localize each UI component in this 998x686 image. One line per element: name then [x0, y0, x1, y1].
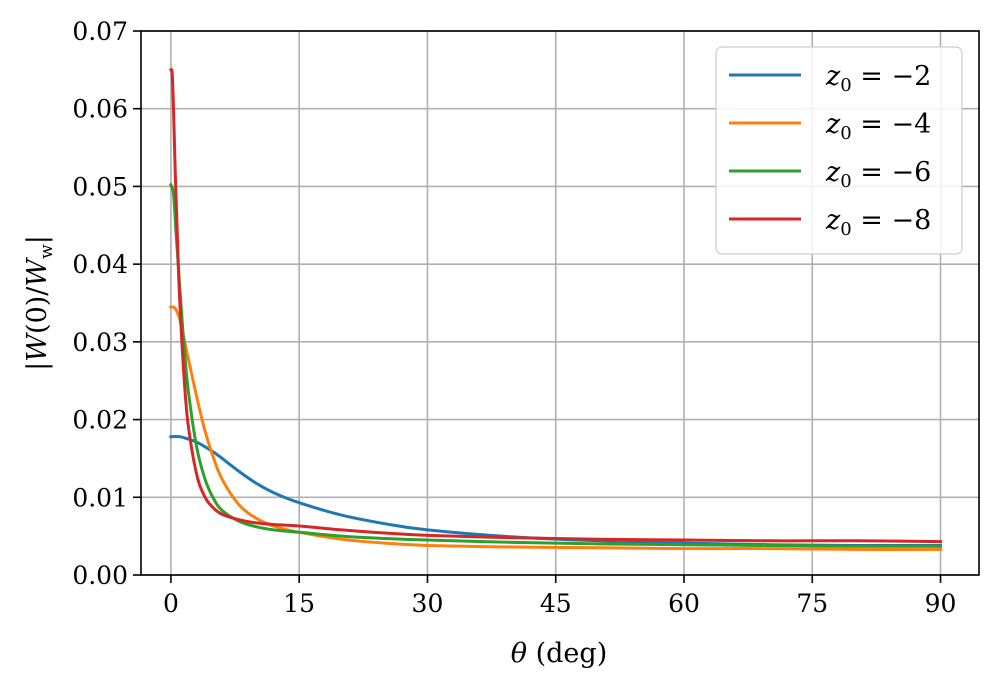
plot-frame [140, 30, 980, 576]
x-tick-label: 60 [668, 589, 700, 618]
series-line-4 [169, 68, 943, 544]
legend-label-4: z0 = −8 [825, 205, 931, 240]
legend-label-2: z0 = −4 [825, 109, 931, 144]
x-tick-label: 75 [796, 589, 828, 618]
series-line-2 [169, 305, 943, 551]
x-tick-label: 45 [540, 589, 572, 618]
y-tick-label: 0.01 [72, 483, 128, 512]
y-tick-label: 0.07 [72, 17, 128, 46]
legend-entries: z0 = −2 z0 = −4 z0 = −6 z0 = −8 [729, 61, 931, 240]
x-tick-label: 15 [283, 589, 315, 618]
y-axis-label: |W(0)/Ww| [22, 235, 57, 371]
series-line-3 [169, 183, 943, 548]
y-tick-label: 0.06 [72, 95, 128, 124]
legend-label-1: z0 = −2 [825, 61, 931, 96]
x-tick-label: 30 [412, 589, 444, 618]
series-lines [169, 68, 943, 551]
legend-label-3: z0 = −6 [825, 157, 931, 192]
y-axis-ticks: 0.00 0.01 0.02 0.03 0.04 0.05 0.06 0.07 [72, 17, 141, 590]
x-tick-label: 0 [163, 589, 179, 618]
legend: z0 = −2 z0 = −4 z0 = −6 z0 = −8 [715, 46, 963, 255]
x-axis-ticks: 0 15 30 45 60 75 90 [163, 575, 956, 618]
y-tick-label: 0.05 [72, 172, 128, 201]
y-tick-label: 0.03 [72, 328, 128, 357]
y-tick-label: 0.04 [72, 250, 128, 279]
x-axis-label: θ (deg) [511, 638, 607, 669]
x-tick-label: 90 [925, 589, 957, 618]
legend-box [715, 46, 963, 255]
y-tick-label: 0.02 [72, 406, 128, 435]
y-tick-label: 0.00 [72, 561, 128, 590]
